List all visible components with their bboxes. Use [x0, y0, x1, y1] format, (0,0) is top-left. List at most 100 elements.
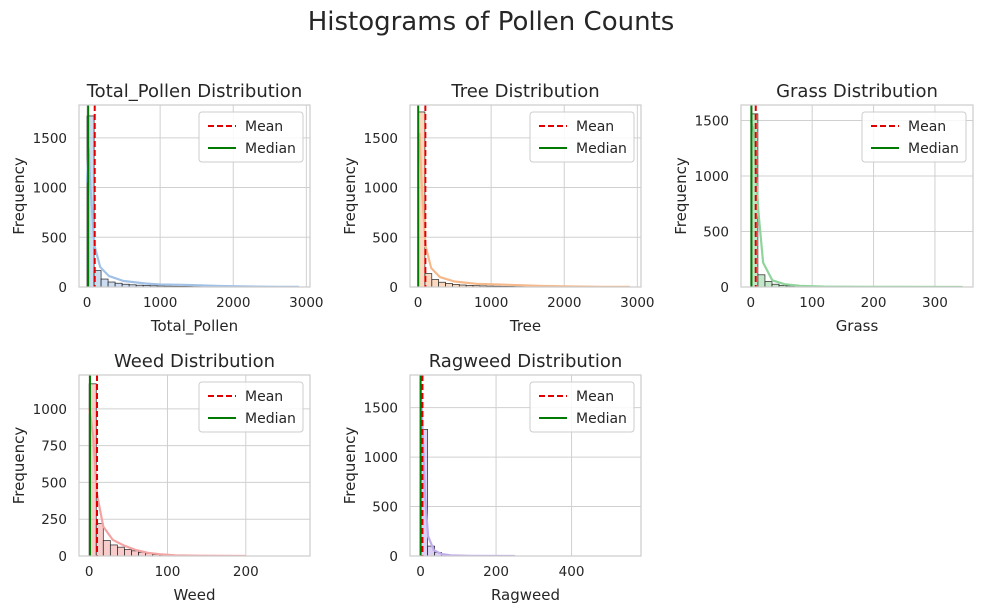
histogram-bar — [438, 281, 446, 287]
histogram-panel-2: 0 100 200 300 0 500 1000 1500 Grass Distribution… — [672, 81, 974, 335]
legend-box — [861, 111, 967, 163]
legend-mean-label: Mean — [245, 119, 283, 135]
y-tick-label: 0 — [58, 549, 67, 565]
x-tick-label: 1000 — [143, 295, 177, 311]
legend-median-label: Median — [576, 411, 627, 427]
y-tick-label: 500 — [372, 230, 398, 246]
histogram-bar — [100, 278, 109, 287]
panel-title: Grass Distribution — [776, 81, 938, 102]
legend-median-label: Median — [245, 141, 296, 157]
plot-area — [88, 375, 246, 556]
panel-title: Ragweed Distribution — [429, 351, 623, 372]
legend: Mean Median — [198, 111, 304, 163]
y-axis-label: Frequency — [10, 157, 28, 235]
legend-box — [198, 381, 304, 433]
legend: Mean Median — [529, 381, 635, 433]
y-axis-label: Frequency — [341, 157, 359, 235]
x-tick-label: 0 — [83, 295, 92, 311]
x-axis-label: Tree — [509, 317, 541, 335]
histogram-panel-0: 0 1000 2000 3000 0 500 1000 1500 Total_Pollen Di… — [10, 81, 324, 336]
y-axis-label: Frequency — [10, 427, 28, 505]
histogram-bar — [117, 546, 125, 556]
histogram-bar — [757, 274, 766, 287]
y-axis-label: Frequency — [341, 427, 359, 505]
panel-title: Tree Distribution — [450, 81, 599, 102]
axes-frame — [78, 374, 311, 557]
y-tick-label: 0 — [58, 280, 67, 296]
panel-title: Weed Distribution — [114, 351, 275, 372]
legend-box — [529, 381, 635, 433]
y-axis-label: Frequency — [672, 157, 690, 235]
y-tick-label: 1500 — [364, 401, 398, 417]
y-tick-label: 500 — [703, 225, 729, 241]
histogram-bar — [764, 281, 773, 287]
x-tick-label: 100 — [799, 295, 825, 311]
x-tick-label: 200 — [861, 295, 887, 311]
x-axis-label: Weed — [174, 586, 216, 604]
legend: Mean Median — [529, 111, 635, 163]
legend-box — [529, 111, 635, 163]
x-tick-label: 400 — [559, 564, 585, 580]
kde-curve — [85, 147, 300, 287]
legend-box — [198, 111, 304, 163]
legend-median-label: Median — [245, 411, 296, 427]
histogram-bar — [102, 540, 111, 556]
x-tick-label: 300 — [922, 295, 948, 311]
x-axis-label: Ragweed — [491, 586, 560, 604]
x-tick-label: 3000 — [289, 295, 323, 311]
histogram-panel-3: 0 100 200 0 250 500 750 1000 Weed Distribution We… — [10, 351, 311, 604]
legend-mean-label: Mean — [576, 389, 614, 405]
x-tick-label: 3000 — [620, 295, 654, 311]
y-tick-label: 0 — [389, 280, 398, 296]
y-tick-label: 1000 — [695, 169, 729, 185]
histogram-bar — [431, 279, 440, 287]
y-tick-label: 500 — [372, 500, 398, 516]
y-tick-label: 1000 — [364, 450, 398, 466]
legend-median-label: Median — [576, 141, 627, 157]
histogram-bar — [131, 550, 139, 556]
x-tick-label: 200 — [233, 564, 259, 580]
axes-frame — [740, 104, 974, 288]
x-tick-label: 2000 — [547, 295, 581, 311]
x-axis-label: Grass — [836, 317, 879, 335]
y-tick-label: 1500 — [33, 131, 67, 147]
y-tick-label: 1000 — [33, 181, 67, 197]
legend: Mean Median — [861, 111, 967, 163]
y-tick-label: 0 — [720, 280, 729, 296]
kde-curve — [419, 382, 515, 556]
x-tick-label: 1000 — [474, 295, 508, 311]
x-tick-label: 200 — [483, 564, 509, 580]
histogram-panel-1: 0 1000 2000 3000 0 500 1000 1500 Tree Distributi… — [341, 81, 655, 335]
histogram-bar — [124, 549, 132, 556]
x-tick-label: 0 — [414, 295, 423, 311]
y-tick-label: 1000 — [364, 181, 398, 197]
legend-median-label: Median — [908, 141, 959, 157]
x-tick-label: 0 — [416, 564, 425, 580]
y-tick-label: 500 — [41, 230, 67, 246]
y-tick-label: 1000 — [33, 402, 67, 418]
x-tick-label: 0 — [747, 295, 756, 311]
panel-title: Total_Pollen Distribution — [86, 81, 302, 102]
figure-title: Histograms of Pollen Counts — [308, 7, 675, 37]
x-tick-label: 100 — [155, 564, 181, 580]
x-tick-label: 0 — [85, 564, 94, 580]
y-tick-label: 0 — [389, 549, 398, 565]
y-tick-label: 500 — [41, 475, 67, 491]
y-tick-label: 750 — [41, 439, 67, 455]
axes-frame — [78, 104, 311, 288]
x-axis-label: Total_Pollen — [150, 317, 238, 336]
histogram-panel-4: 0 200 400 0 500 1000 1500 Ragweed Distribution R… — [341, 351, 642, 604]
legend: Mean Median — [198, 381, 304, 433]
y-tick-label: 1500 — [695, 114, 729, 130]
y-tick-label: 1500 — [364, 131, 398, 147]
legend-mean-label: Mean — [576, 119, 614, 135]
histogram-bar — [109, 544, 118, 556]
legend-mean-label: Mean — [245, 389, 283, 405]
y-tick-label: 250 — [41, 512, 67, 528]
x-tick-label: 2000 — [216, 295, 250, 311]
legend-mean-label: Mean — [908, 119, 946, 135]
histogram-bar — [107, 281, 116, 287]
axes-frame — [409, 104, 642, 288]
